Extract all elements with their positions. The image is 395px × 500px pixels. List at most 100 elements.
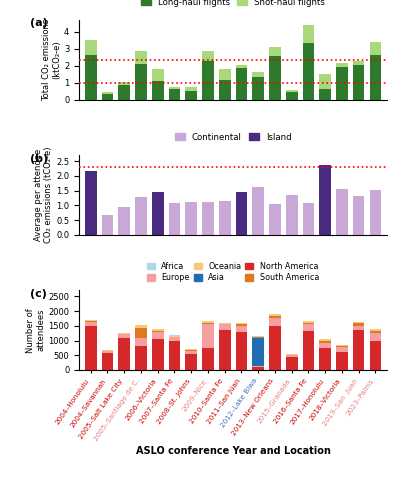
Bar [336,188,348,235]
Bar [336,352,348,370]
Bar [286,195,297,235]
Bar [185,349,197,350]
Bar [118,85,130,100]
X-axis label: ASLO conference Year and Location: ASLO conference Year and Location [135,446,331,456]
Bar [235,324,247,326]
Bar [169,203,180,235]
Bar [85,172,97,235]
Bar [219,80,231,100]
Bar [169,341,180,370]
Bar [219,201,231,235]
Bar [102,92,113,94]
Bar [85,322,97,326]
Bar [85,326,97,370]
Bar [286,90,297,92]
Bar [369,190,381,235]
Bar [303,25,314,43]
Bar [202,348,214,370]
Bar [235,332,247,370]
Bar [235,326,247,332]
Bar [252,367,264,370]
Bar [202,60,214,100]
Bar [353,330,365,370]
Bar [202,323,214,324]
Bar [336,66,348,100]
Bar [235,68,247,100]
Bar [135,197,147,235]
Bar [219,330,231,370]
Y-axis label: Total CO₂ emissions
(ktCO₂-e): Total CO₂ emissions (ktCO₂-e) [42,18,61,101]
Bar [319,339,331,340]
Bar [102,94,113,100]
Bar [85,54,97,100]
Bar [185,90,197,100]
Bar [353,65,365,100]
Legend: Africa, Europe, Oceania, Asia, North America, South America: Africa, Europe, Oceania, Asia, North Ame… [144,258,322,285]
Bar [118,338,130,370]
Text: (b): (b) [30,154,48,164]
Bar [353,196,365,235]
Bar [169,88,180,90]
Bar [118,332,130,334]
Bar [85,321,97,322]
Bar [152,339,164,370]
Bar [169,338,180,341]
Bar [235,192,247,235]
Bar [303,321,314,322]
Bar [319,74,331,88]
Bar [369,332,381,333]
Bar [269,47,281,56]
Bar [102,353,113,370]
Bar [286,356,297,358]
Bar [269,326,281,370]
Bar [319,342,331,348]
Bar [336,63,348,66]
Bar [85,320,97,321]
Bar [219,324,231,330]
Bar [202,324,214,348]
Bar [286,92,297,100]
Bar [336,346,348,347]
Bar [102,214,113,235]
Bar [185,354,197,370]
Bar [252,72,264,76]
Bar [319,88,331,100]
Legend: Long-haul flights, Shot-haul flights: Long-haul flights, Shot-haul flights [137,0,329,10]
Legend: Continental, Island: Continental, Island [171,130,295,145]
Bar [152,192,164,235]
Bar [252,337,264,338]
Bar [319,348,331,370]
Bar [252,76,264,100]
Bar [269,56,281,100]
Bar [252,187,264,235]
Bar [202,321,214,323]
Bar [269,316,281,318]
Bar [303,324,314,331]
Bar [185,350,197,354]
Bar [152,329,164,330]
Text: (a): (a) [30,18,47,28]
Bar [135,52,147,64]
Bar [219,322,231,324]
Bar [219,69,231,80]
Bar [202,52,214,60]
Bar [185,87,197,90]
Bar [135,328,147,338]
Bar [252,366,264,367]
Bar [353,61,365,65]
Bar [169,90,180,100]
Bar [135,338,147,346]
Bar [369,42,381,54]
Bar [269,314,281,316]
Bar [169,336,180,338]
Bar [135,346,147,370]
Bar [319,340,331,342]
Bar [369,54,381,100]
Bar [202,202,214,235]
Bar [303,43,314,100]
Y-axis label: Average per attendee
CO₂ emissions (tCO₂-e): Average per attendee CO₂ emissions (tCO₂… [34,147,53,244]
Bar [152,330,164,332]
Bar [85,40,97,54]
Bar [235,323,247,324]
Bar [369,333,381,342]
